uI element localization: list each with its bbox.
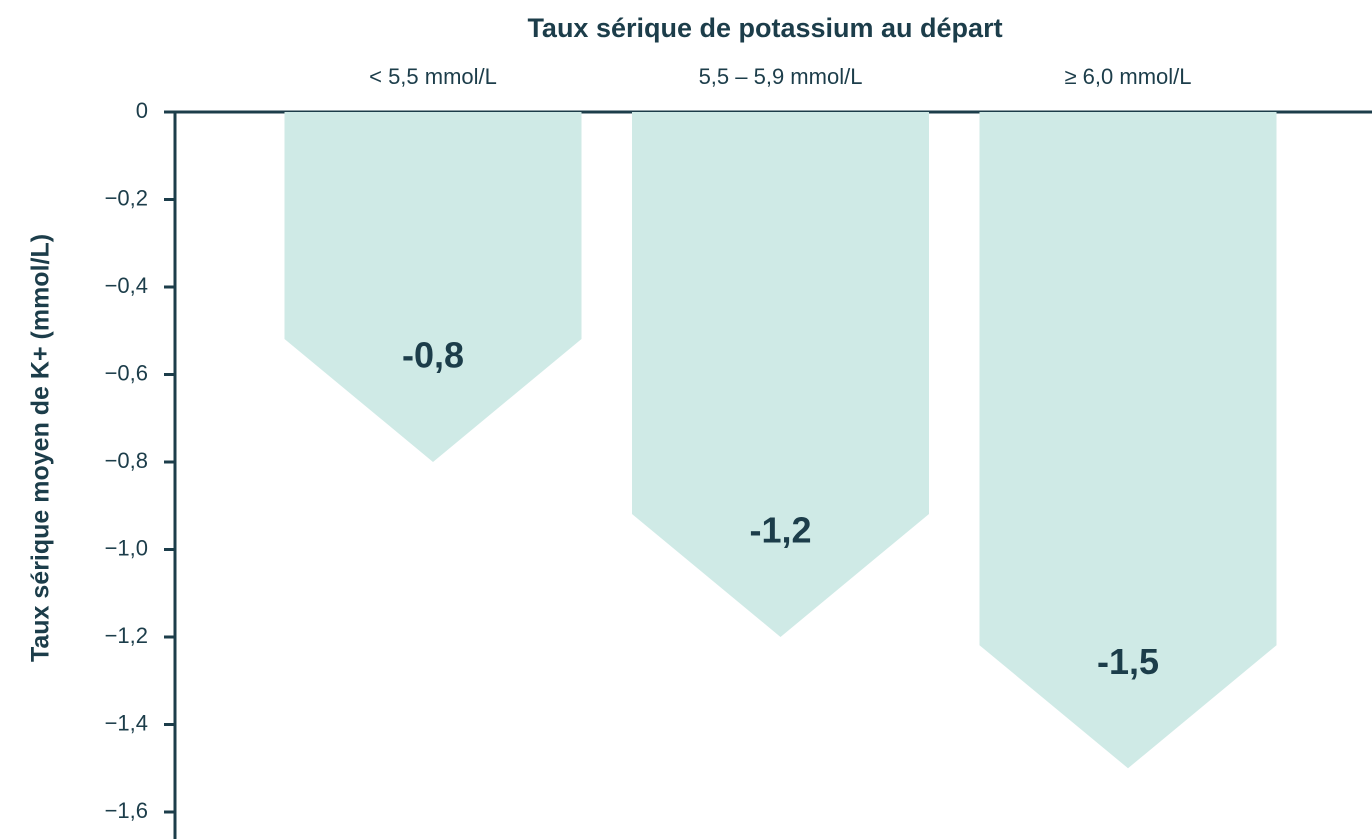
bar	[284, 112, 582, 462]
y-tick-label: −0,6	[105, 360, 148, 385]
y-tick-label: −1,6	[105, 798, 148, 823]
data-label: -1,5	[1097, 641, 1159, 682]
x-tick-label: ≥ 6,0 mmol/L	[1064, 64, 1191, 89]
bar	[632, 112, 929, 637]
data-label: -0,8	[402, 335, 464, 376]
x-tick-label: 5,5 – 5,9 mmol/L	[699, 64, 863, 89]
y-axis-label: Taux sérique moyen de K+ (mmol/L)	[27, 234, 55, 662]
data-label: -1,2	[749, 510, 811, 551]
y-tick-label: −0,2	[105, 185, 148, 210]
y-tick-label: −1,0	[105, 535, 148, 560]
y-tick-label: −0,4	[105, 273, 148, 298]
x-tick-label: < 5,5 mmol/L	[369, 64, 497, 89]
y-tick-label: 0	[136, 98, 148, 123]
y-tick-label: −0,8	[105, 448, 148, 473]
chart-title: Taux sérique de potassium au départ	[527, 13, 1002, 43]
bar	[979, 112, 1277, 769]
y-tick-label: −1,2	[105, 623, 148, 648]
y-tick-label: −1,4	[105, 710, 148, 735]
